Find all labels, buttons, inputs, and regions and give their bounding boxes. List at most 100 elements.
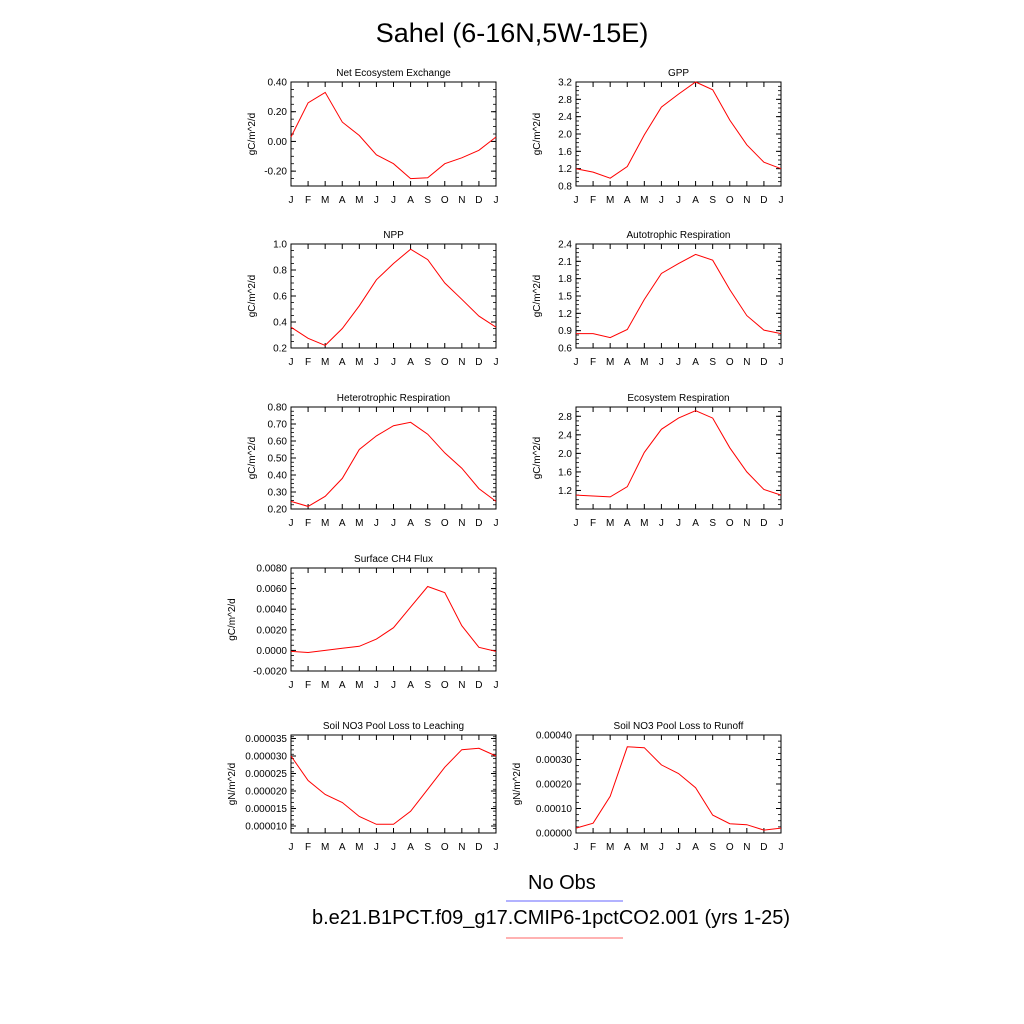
x-tick-label: D [475, 680, 482, 691]
x-tick-label: J [659, 357, 664, 368]
y-tick-label: 0.000025 [245, 769, 287, 780]
x-tick-label: M [606, 357, 614, 368]
y-tick-label: 0.00040 [536, 731, 573, 742]
x-tick-label: F [590, 195, 596, 206]
y-tick-label: 1.8 [558, 274, 572, 285]
x-tick-label: M [640, 195, 648, 206]
x-tick-label: N [458, 518, 465, 529]
x-tick-label: F [305, 680, 311, 691]
x-tick-label: F [305, 518, 311, 529]
x-tick-label: D [760, 518, 767, 529]
series-line [290, 91, 497, 180]
x-tick-label: S [709, 842, 716, 853]
panel-title: GPP [668, 68, 689, 79]
y-tick-label: -0.0020 [253, 667, 287, 678]
x-tick-label: O [726, 842, 734, 853]
x-tick-label: J [374, 195, 379, 206]
x-tick-label: J [676, 357, 681, 368]
x-tick-label: D [760, 195, 767, 206]
y-tick-label: 2.8 [558, 95, 572, 106]
panel-title: Soil NO3 Pool Loss to Leaching [323, 721, 464, 732]
y-tick-label: 0.0080 [256, 564, 287, 575]
x-tick-label: M [321, 842, 329, 853]
x-tick-label: J [676, 195, 681, 206]
x-tick-label: J [574, 842, 579, 853]
x-tick-label: J [676, 518, 681, 529]
series-line [290, 585, 497, 654]
x-tick-label: N [743, 842, 750, 853]
series-line [576, 253, 782, 339]
plot-frame [575, 734, 782, 834]
y-tick-label: 2.1 [558, 257, 572, 268]
panel-title: Surface CH4 Flux [354, 554, 433, 565]
plot-frame [575, 243, 782, 349]
x-tick-label: J [779, 357, 784, 368]
x-tick-label: N [458, 195, 465, 206]
y-axis-label: gN/m^2/d [227, 763, 238, 806]
y-tick-label: 1.2 [558, 486, 572, 497]
x-tick-label: J [779, 195, 784, 206]
x-tick-label: S [424, 195, 431, 206]
x-tick-label: N [743, 195, 750, 206]
x-tick-label: J [494, 680, 499, 691]
series-line [290, 747, 497, 825]
x-tick-label: A [692, 842, 699, 853]
legend-obs-label: No Obs [528, 872, 596, 894]
series-line [575, 410, 782, 498]
x-tick-label: S [709, 195, 716, 206]
panel-title: Soil NO3 Pool Loss to Runoff [614, 721, 744, 732]
y-axis-label: gN/m^2/d [512, 763, 523, 806]
legend-model-label: b.e21.B1PCT.f09_g17.CMIP6-1pctCO2.001 (y… [312, 907, 791, 929]
x-tick-label: A [692, 518, 699, 529]
x-tick-label: F [305, 195, 311, 206]
panel-soil-no3-pool-loss-to-runoff: Soil NO3 Pool Loss to Runoff 0.00000 0.000… [512, 721, 784, 853]
panel-title: Autotrophic Respiration [627, 230, 731, 241]
y-axis-label: gC/m^2/d [247, 113, 258, 156]
y-tick-label: -0.20 [264, 167, 287, 178]
y-tick-label: 0.8 [558, 182, 572, 193]
x-tick-label: J [574, 357, 579, 368]
x-tick-label: D [760, 357, 767, 368]
y-tick-label: 0.20 [268, 107, 288, 118]
x-tick-label: J [391, 680, 396, 691]
plot-frame [290, 81, 497, 187]
series-line [575, 746, 782, 831]
y-tick-label: 1.5 [558, 292, 572, 303]
x-tick-label: S [424, 518, 431, 529]
x-tick-label: J [289, 518, 294, 529]
y-tick-label: 0.0040 [256, 605, 287, 616]
x-tick-label: F [590, 842, 596, 853]
x-tick-label: J [391, 518, 396, 529]
y-tick-label: 0.00000 [536, 829, 573, 840]
x-tick-label: O [441, 195, 449, 206]
x-tick-label: J [391, 195, 396, 206]
x-tick-label: M [640, 842, 648, 853]
x-tick-label: A [692, 357, 699, 368]
y-tick-label: 1.0 [273, 240, 287, 251]
x-tick-label: A [407, 680, 414, 691]
y-tick-label: 0.00 [268, 137, 288, 148]
x-tick-label: J [494, 842, 499, 853]
y-axis-label: gC/m^2/d [532, 437, 543, 480]
x-tick-label: S [709, 518, 716, 529]
y-tick-label: 0.20 [268, 505, 288, 516]
x-tick-label: N [458, 680, 465, 691]
x-tick-label: F [305, 357, 311, 368]
y-tick-label: 0.0000 [256, 646, 287, 657]
x-tick-label: O [441, 357, 449, 368]
x-tick-label: F [590, 518, 596, 529]
y-axis-label: gC/m^2/d [247, 275, 258, 318]
x-tick-label: D [475, 357, 482, 368]
y-tick-label: 0.000020 [245, 787, 287, 798]
y-tick-label: 2.8 [558, 412, 572, 423]
x-tick-label: M [321, 518, 329, 529]
y-tick-label: 0.80 [268, 403, 288, 414]
x-tick-label: S [424, 842, 431, 853]
x-tick-label: A [407, 518, 414, 529]
panel-title: Ecosystem Respiration [627, 393, 729, 404]
x-tick-label: M [355, 357, 363, 368]
y-tick-label: 0.6 [558, 344, 572, 355]
x-tick-label: A [407, 357, 414, 368]
x-tick-label: J [779, 518, 784, 529]
